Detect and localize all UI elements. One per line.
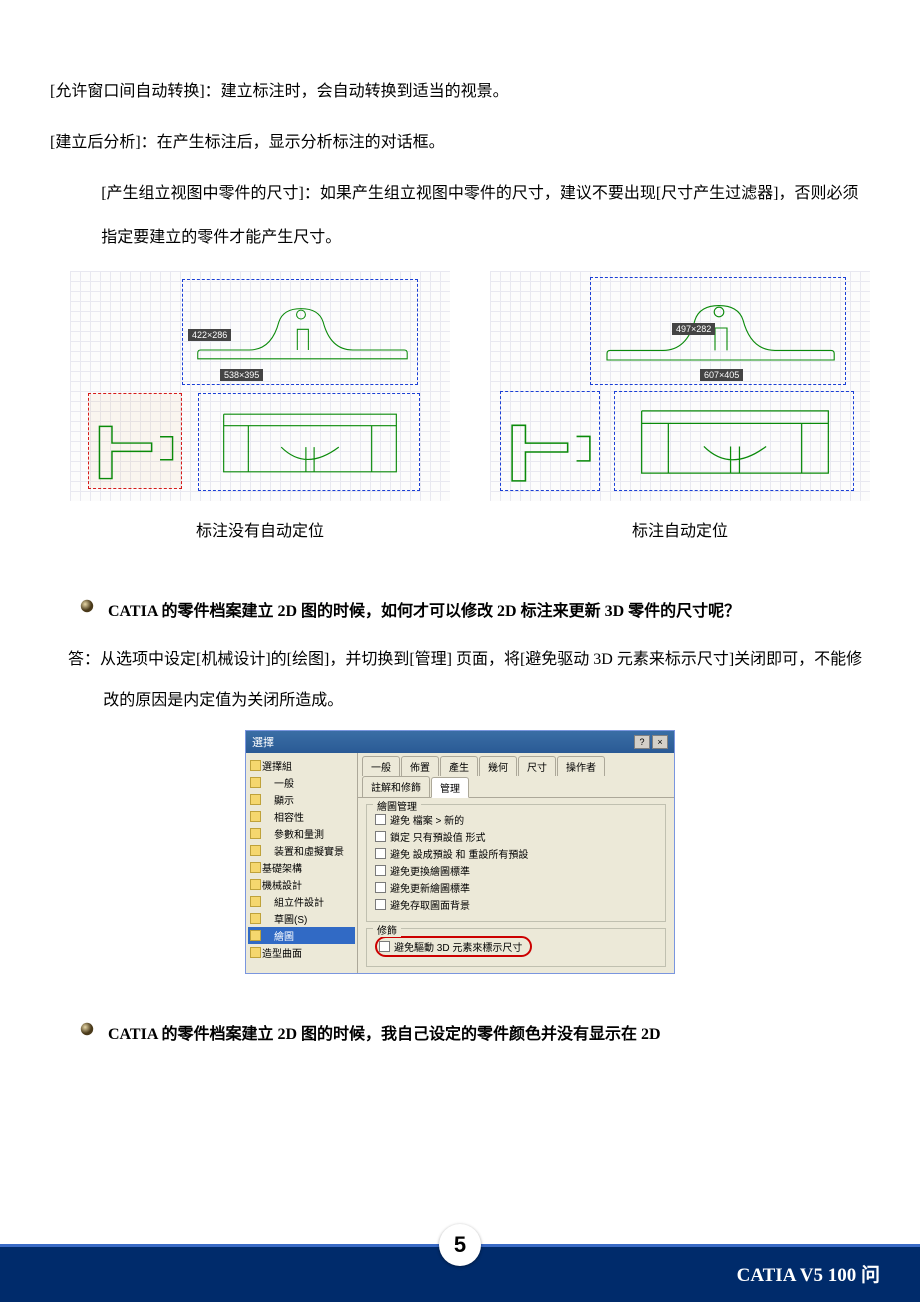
tree-item[interactable]: 參數和量測 bbox=[248, 825, 355, 842]
checkbox-label: 避免 設成預設 和 重設所有預設 bbox=[390, 846, 528, 861]
tree-item[interactable]: 草圖(S) bbox=[248, 910, 355, 927]
dimension-tag: 538×395 bbox=[220, 369, 263, 381]
tree-item[interactable]: 造型曲面 bbox=[248, 944, 355, 961]
tree-item[interactable]: 組立件設計 bbox=[248, 893, 355, 910]
checkbox[interactable] bbox=[375, 899, 386, 910]
checkbox-row: 避免存取圖面背景 bbox=[375, 896, 657, 913]
page-footer: 5 CATIA V5 100 问 bbox=[0, 1246, 920, 1302]
view-frame bbox=[614, 391, 854, 491]
tab-1[interactable]: 佈置 bbox=[401, 756, 439, 776]
tree-item[interactable]: 一般 bbox=[248, 774, 355, 791]
checkbox[interactable] bbox=[375, 865, 386, 876]
figure-right: 497×282 607×405 标注自动定位 bbox=[490, 271, 870, 541]
tab-5[interactable]: 操作者 bbox=[557, 756, 605, 776]
tree-item[interactable]: 基礎架構 bbox=[248, 859, 355, 876]
figure-left-caption: 标注没有自动定位 bbox=[196, 517, 324, 541]
checkbox[interactable] bbox=[375, 814, 386, 825]
bullet-icon bbox=[80, 599, 94, 613]
view-frame bbox=[198, 393, 420, 491]
figure-right-caption: 标注自动定位 bbox=[632, 517, 728, 541]
tree-item[interactable]: 繪圖 bbox=[248, 927, 355, 944]
checkbox-row: 避免 檔案 > 新的 bbox=[375, 811, 657, 828]
bullet-icon bbox=[80, 1022, 94, 1036]
view-frame bbox=[500, 391, 600, 491]
dialog-titlebar: 選擇 ? × bbox=[246, 731, 674, 753]
question-1: CATIA 的零件档案建立 2D 图的时候，如何才可以修改 2D 标注来更新 3… bbox=[50, 591, 870, 633]
checkbox[interactable] bbox=[375, 848, 386, 859]
tree-item[interactable]: 機械設計 bbox=[248, 876, 355, 893]
answer-1-text: 答：从选项中设定[机械设计]的[绘图]，并切换到[管理] 页面，将[避免驱动 3… bbox=[85, 639, 870, 722]
tree-item[interactable]: 選擇組 bbox=[248, 757, 355, 774]
dialog-wrap: 選擇 ? × 選擇組一般顯示相容性參數和量測装置和虛擬實景基礎架構機械設計組立件… bbox=[50, 730, 870, 974]
circled-option: 避免驅動 3D 元素來標示尺寸 bbox=[375, 936, 532, 957]
para-2: [建立后分析]：在产生标注后，显示分析标注的对话框。 bbox=[50, 121, 870, 166]
dialog-close-button[interactable]: × bbox=[652, 735, 668, 749]
tree-item[interactable]: 顯示 bbox=[248, 791, 355, 808]
checkbox-drive3d[interactable] bbox=[379, 941, 390, 952]
checkbox-label: 避免更換繪圖標準 bbox=[390, 863, 470, 878]
tab-4[interactable]: 尺寸 bbox=[518, 756, 556, 776]
checkbox[interactable] bbox=[375, 831, 386, 842]
tab-7[interactable]: 管理 bbox=[431, 777, 469, 798]
tabs: 一般佈置產生幾何尺寸操作者註解和修飾管理 bbox=[358, 753, 674, 798]
tab-6[interactable]: 註解和修飾 bbox=[362, 776, 430, 797]
page-number-badge: 5 bbox=[439, 1224, 481, 1266]
group-drawing-mgmt: 繪圖管理 避免 檔案 > 新的鎖定 只有預設值 形式避免 設成預設 和 重設所有… bbox=[366, 804, 666, 922]
question-1-text: CATIA 的零件档案建立 2D 图的时候，如何才可以修改 2D 标注来更新 3… bbox=[108, 591, 740, 633]
view-frame bbox=[88, 393, 182, 489]
checkbox-row: 避免 設成預設 和 重設所有預設 bbox=[375, 845, 657, 862]
question-2: CATIA 的零件档案建立 2D 图的时候，我自己设定的零件颜色并没有显示在 2… bbox=[50, 1014, 870, 1056]
dialog-title-text: 選擇 bbox=[252, 734, 274, 750]
checkbox-label: 避免更新繪圖標準 bbox=[390, 880, 470, 895]
tab-3[interactable]: 幾何 bbox=[479, 756, 517, 776]
tree-panel[interactable]: 選擇組一般顯示相容性參數和量測装置和虛擬實景基礎架構機械設計組立件設計草圖(S)… bbox=[246, 753, 358, 973]
footer-text: CATIA V5 100 问 bbox=[737, 1260, 880, 1287]
para-3: [产生组立视图中零件的尺寸]：如果产生组立视图中零件的尺寸，建议不要出现[尺寸产… bbox=[50, 172, 870, 262]
figure-left: 422×286 538×395 标注没有自动定位 bbox=[70, 271, 450, 541]
dialog-help-button[interactable]: ? bbox=[634, 735, 650, 749]
question-2-text: CATIA 的零件档案建立 2D 图的时候，我自己设定的零件颜色并没有显示在 2… bbox=[108, 1014, 661, 1056]
checkbox-row: 鎖定 只有預設值 形式 bbox=[375, 828, 657, 845]
dimension-tag: 422×286 bbox=[188, 329, 231, 341]
dimension-tag: 497×282 bbox=[672, 323, 715, 335]
checkbox-label: 避免 檔案 > 新的 bbox=[390, 812, 464, 827]
checkbox-label: 避免存取圖面背景 bbox=[390, 897, 470, 912]
checkbox[interactable] bbox=[375, 882, 386, 893]
group2-label: 修飾 bbox=[373, 922, 401, 937]
options-dialog: 選擇 ? × 選擇組一般顯示相容性參數和量測装置和虛擬實景基礎架構機械設計組立件… bbox=[245, 730, 675, 974]
tree-item[interactable]: 装置和虛擬實景 bbox=[248, 842, 355, 859]
para-1: [允许窗口间自动转换]：建立标注时，会自动转换到适当的视景。 bbox=[50, 70, 870, 115]
drawing-canvas-left: 422×286 538×395 bbox=[70, 271, 450, 501]
drawing-canvas-right: 497×282 607×405 bbox=[490, 271, 870, 501]
checkbox-drive3d-label: 避免驅動 3D 元素來標示尺寸 bbox=[394, 939, 522, 954]
dimension-tag: 607×405 bbox=[700, 369, 743, 381]
tree-item[interactable]: 相容性 bbox=[248, 808, 355, 825]
figures-row: 422×286 538×395 标注没有自动定位 497×282 607×405 标… bbox=[70, 271, 870, 541]
checkbox-row: 避免更新繪圖標準 bbox=[375, 879, 657, 896]
tab-2[interactable]: 產生 bbox=[440, 756, 478, 776]
tab-0[interactable]: 一般 bbox=[362, 756, 400, 776]
checkbox-row: 避免更換繪圖標準 bbox=[375, 862, 657, 879]
group1-label: 繪圖管理 bbox=[373, 798, 421, 813]
right-panel: 一般佈置產生幾何尺寸操作者註解和修飾管理 繪圖管理 避免 檔案 > 新的鎖定 只… bbox=[358, 753, 674, 973]
group-decoration: 修飾 避免驅動 3D 元素來標示尺寸 bbox=[366, 928, 666, 967]
checkbox-label: 鎖定 只有預設值 形式 bbox=[390, 829, 486, 844]
